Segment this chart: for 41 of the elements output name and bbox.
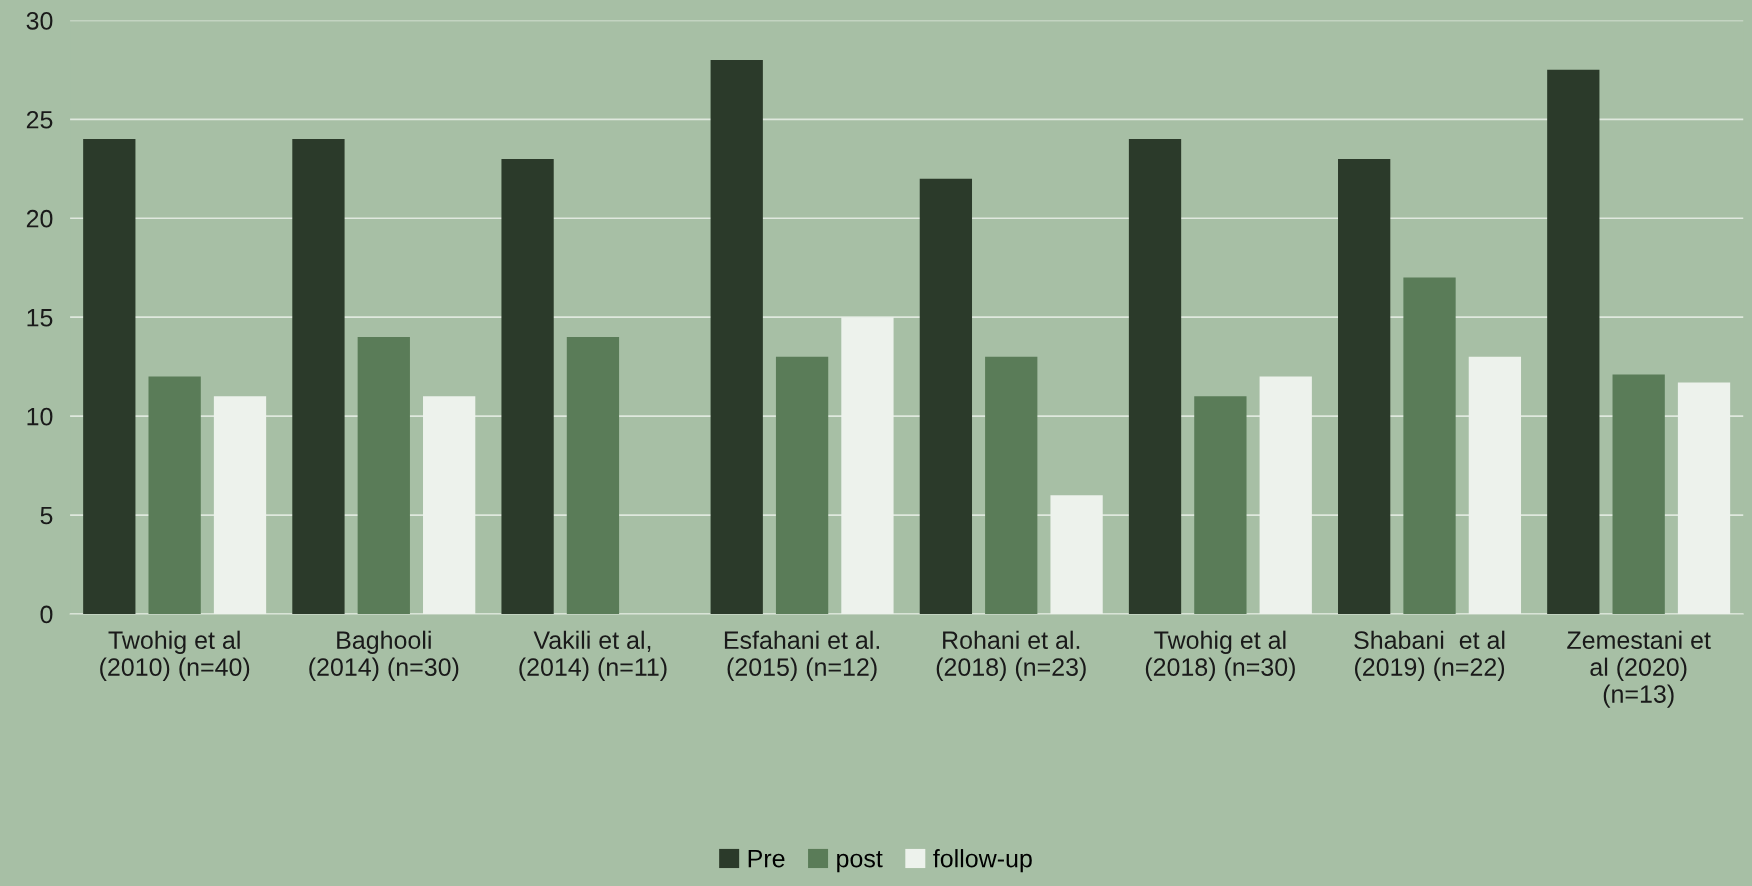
bar [83, 139, 136, 614]
legend-label: follow-up [933, 849, 1032, 873]
bar [1338, 158, 1391, 614]
x-tick-label: Rohani et al. (2018) (n=23) [936, 630, 1086, 681]
legend-label: Pre [748, 849, 785, 868]
bar [1547, 69, 1600, 614]
x-tick-label: Esfahani et al. (2015) (n=12) [724, 630, 880, 681]
bar [710, 59, 763, 614]
y-tick-label: 0 [40, 605, 53, 624]
x-tick-label: Baghooli (2014) (n=30) [309, 630, 459, 681]
bar [1403, 277, 1456, 614]
x-tick-label: Zemestani et al (2020) (n=13) [1567, 630, 1711, 708]
x-tick-label: Twohig et al (2018) (n=30) [1145, 630, 1295, 681]
bar [1259, 376, 1312, 614]
bar [566, 336, 620, 614]
y-tick-label: 5 [40, 506, 53, 525]
bar [1677, 382, 1731, 614]
bar [213, 396, 267, 614]
bar [1468, 356, 1522, 614]
bar [1194, 396, 1247, 614]
bar [1612, 374, 1665, 614]
bar [1128, 139, 1182, 614]
y-tick-label: 15 [27, 309, 53, 327]
legend-label: post [837, 851, 883, 873]
bar [423, 396, 476, 614]
y-tick-label: 30 [26, 11, 53, 30]
bar [357, 336, 410, 614]
bar [148, 376, 201, 614]
x-tick-label: Vakili et al, (2014) (n=11) [519, 630, 667, 681]
bar [919, 178, 973, 614]
y-tick-label: 10 [27, 407, 53, 426]
bar [985, 356, 1038, 614]
y-tick-label: 20 [26, 209, 53, 228]
x-tick-label: Shabani et al (2019) (n=22) [1354, 630, 1505, 681]
x-tick-label: Twohig et al (2010) (n=40) [100, 630, 250, 681]
bar [775, 356, 829, 614]
bar [292, 139, 345, 614]
y-tick-label: 25 [26, 110, 53, 129]
bar [501, 158, 554, 614]
bar [841, 317, 894, 614]
bar [1050, 495, 1103, 614]
